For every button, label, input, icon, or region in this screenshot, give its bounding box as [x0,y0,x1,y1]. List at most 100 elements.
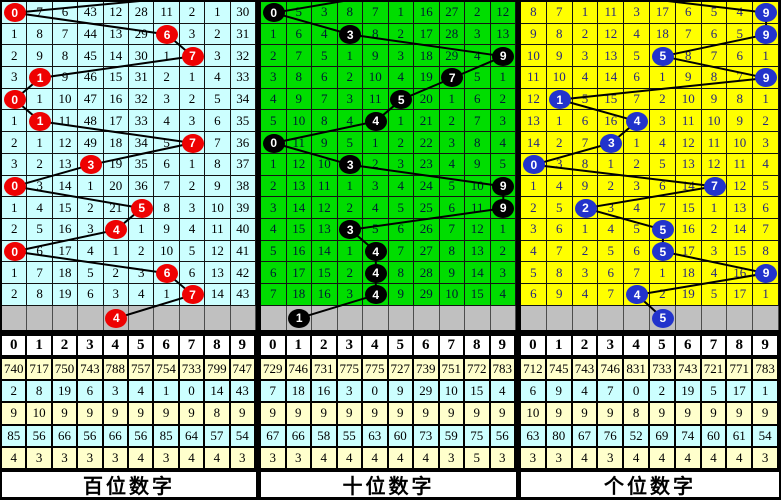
trend-cell: 1 [490,67,516,89]
trend-cell: 4 [598,218,625,241]
trend-cell: 1 [546,110,573,133]
trend-cell: 3 [546,153,573,176]
pending-row [2,305,256,331]
stat-cell: 66 [286,425,312,449]
stat-cell: 4 [701,448,728,471]
stat-cell: 66 [52,425,79,449]
trend-cell: 9 [521,23,547,46]
trend-cell: 1 [649,262,676,285]
pending-cell [312,305,338,331]
trend-cell: 1 [154,45,180,68]
trend-cell: 29 [439,45,465,68]
stat-cell: 0 [363,380,389,404]
trend-cell: 1 [2,197,28,219]
trend-cell: 1 [572,218,599,241]
trend-cell: 14 [312,240,338,263]
trend-cell: 3 [388,45,414,68]
stat-cell: 9 [337,403,363,426]
trend-cell: 3 [337,88,363,111]
trend-cell: 9 [439,262,465,285]
trend-cell: 9 [465,153,491,176]
stat-cell: 5 [701,380,728,404]
trend-cell: 2 [649,88,676,111]
stat-cell: 60 [388,425,414,449]
trend-cell: 15 [52,197,79,219]
trend-cell: 38 [230,175,256,198]
drawn-digit-marker: 0 [262,133,285,153]
stat-cell: 57 [205,425,231,449]
trend-cell: 4 [465,45,491,68]
trend-cell: 3 [521,218,547,241]
trend-cell: 5 [624,45,650,68]
stat-cell: 8 [624,403,650,426]
trend-cell: 18 [414,45,440,68]
trend-cell: 8 [27,23,53,46]
trend-cell: 11 [598,2,625,24]
trend-cell: 6 [624,240,650,263]
trend-cell: 8 [727,88,754,111]
stat-cell: 4 [363,448,389,471]
trend-cell: 20 [103,175,129,198]
trend-cell: 1 [337,45,363,68]
trend-cell: 1 [128,218,155,241]
stat-cell: 9 [490,403,516,426]
drawn-digit-marker: 4 [364,242,387,262]
stat-cell: 746 [598,358,625,381]
trend-cell: 6 [78,284,104,306]
trend-cell: 2 [521,197,547,219]
trend-cell: 6 [624,67,650,89]
trend-cell: 5 [624,218,650,241]
trend-cell: 16 [727,262,754,285]
pending-cell [414,305,440,331]
trend-cell: 4 [521,240,547,263]
trend-cell: 3 [261,197,287,219]
trend-cell: 7 [286,45,312,68]
trend-cell: 1 [205,2,231,24]
stat-cell: 9 [286,403,312,426]
stat-cell: 4 [572,380,599,404]
stat-cell: 9 [465,403,491,426]
trend-cell: 4 [78,240,104,263]
stat-cell: 9 [727,403,754,426]
trend-cell: 12 [52,132,79,154]
trend-cell: 9 [205,175,231,198]
drawn-digit-marker: 4 [626,111,649,131]
digit-header-cell: 6 [154,335,180,355]
drawn-digit-marker: 5 [651,242,674,262]
stat-cell: 6 [521,380,547,404]
stat-cell: 9 [230,403,256,426]
stat-cell: 9 [388,403,414,426]
trend-cell: 7 [27,2,53,24]
stat-cell: 743 [78,358,104,381]
trend-cell: 8 [753,240,779,263]
trend-cell: 7 [624,88,650,111]
trend-cell: 14 [465,262,491,285]
trend-cell: 1 [701,197,728,219]
trend-cell: 7 [154,175,180,198]
stats-grid: 712 745 743 746 831 733 743 721 771 783 6 9 4 7 0 2 19 5 1… [521,358,779,471]
trend-cell: 34 [230,88,256,111]
trend-cell: 28 [439,23,465,46]
trend-cell: 2 [179,88,206,111]
digit-header-cell: 5 [128,335,155,355]
trend-cell: 7 [753,218,779,241]
trend-cell: 16 [103,88,129,111]
trend-cell: 9 [388,284,414,306]
stat-cell: 775 [337,358,363,381]
trend-cell: 9 [312,132,338,154]
trend-cell: 2 [363,153,389,176]
trend-cell: 4 [624,197,650,219]
trend-grid: 8 7 1 11 3 17 6 5 4 9 8 2 12 4 18 7 6 5 10 9 3 13 5 8 7 6 1 11 10 4 14… [521,2,779,306]
trend-cell: 5 [363,218,389,241]
trend-cell: 6 [154,153,180,176]
stat-cell: 3 [521,448,547,471]
trend-cell: 17 [414,23,440,46]
trend-cell: 1 [624,132,650,154]
stat-cell: 4 [128,380,155,404]
trend-cell: 5 [465,67,491,89]
stat-cell: 15 [465,380,491,404]
drawn-digit-marker: 1 [29,111,52,131]
